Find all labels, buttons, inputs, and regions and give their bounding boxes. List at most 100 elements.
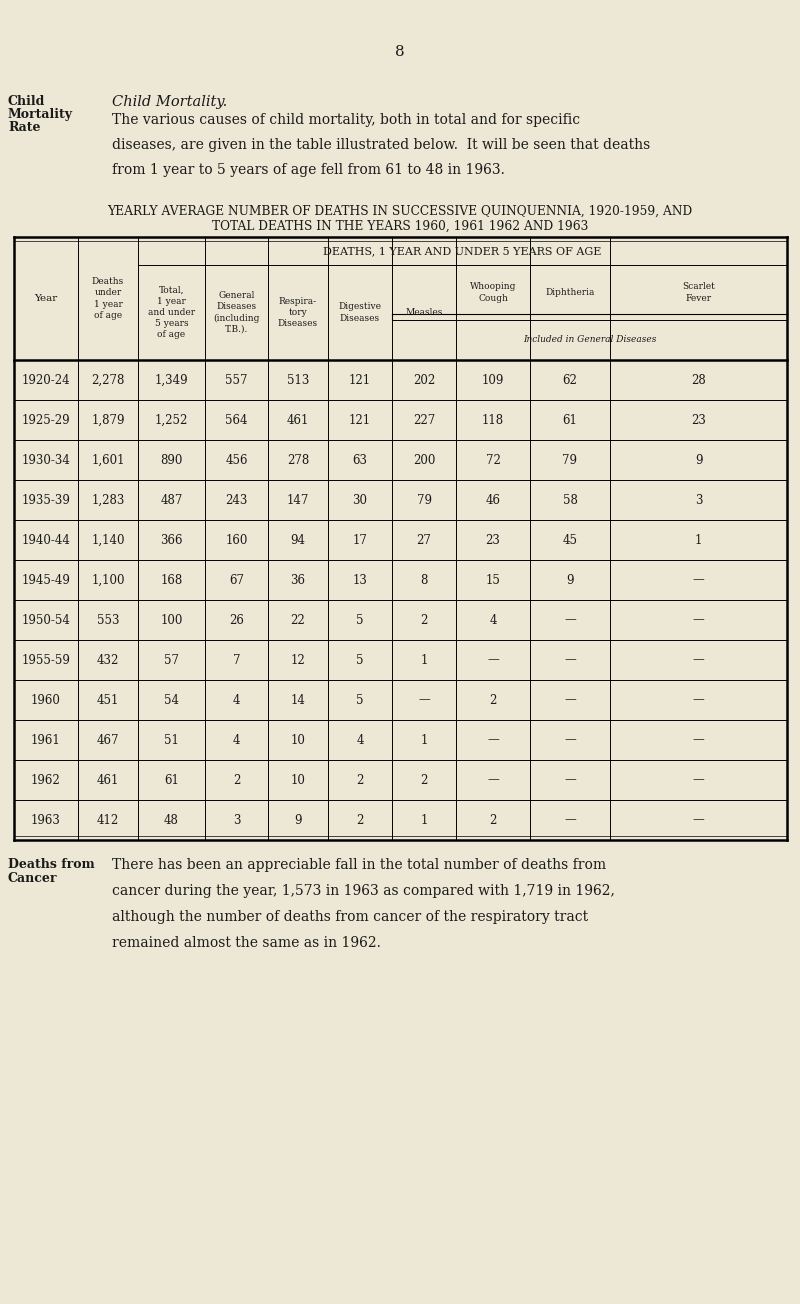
Text: 1960: 1960 (31, 694, 61, 707)
Text: Deaths from: Deaths from (8, 858, 94, 871)
Text: —: — (564, 733, 576, 746)
Text: 4: 4 (233, 694, 240, 707)
Text: 1940-44: 1940-44 (22, 533, 70, 546)
Text: from 1 year to 5 years of age fell from 61 to 48 in 1963.: from 1 year to 5 years of age fell from … (112, 163, 505, 177)
Text: Total,
1 year
and under
5 years
of age: Total, 1 year and under 5 years of age (148, 286, 195, 339)
Text: —: — (693, 814, 704, 827)
Text: 23: 23 (691, 413, 706, 426)
Text: 1: 1 (695, 533, 702, 546)
Text: General
Diseases
(including
T.B.).: General Diseases (including T.B.). (214, 291, 260, 334)
Text: 67: 67 (229, 574, 244, 587)
Text: 79: 79 (562, 454, 578, 467)
Text: 61: 61 (562, 413, 578, 426)
Text: 147: 147 (287, 493, 309, 506)
Text: 1925-29: 1925-29 (22, 413, 70, 426)
Text: —: — (693, 653, 704, 666)
Text: 243: 243 (226, 493, 248, 506)
Text: 57: 57 (164, 653, 179, 666)
Text: 51: 51 (164, 733, 179, 746)
Text: 2: 2 (420, 613, 428, 626)
Text: 1962: 1962 (31, 773, 61, 786)
Text: 121: 121 (349, 373, 371, 386)
Text: 1920-24: 1920-24 (22, 373, 70, 386)
Text: 2: 2 (356, 773, 364, 786)
Text: 487: 487 (160, 493, 182, 506)
Text: Child Mortality.: Child Mortality. (112, 95, 227, 110)
Text: —: — (487, 733, 499, 746)
Text: The various causes of child mortality, both in total and for specific: The various causes of child mortality, b… (112, 113, 580, 126)
Text: Measles: Measles (406, 308, 442, 317)
Text: 109: 109 (482, 373, 504, 386)
Text: —: — (564, 653, 576, 666)
Text: 5: 5 (356, 694, 364, 707)
Text: —: — (693, 773, 704, 786)
Text: 54: 54 (164, 694, 179, 707)
Text: 451: 451 (97, 694, 119, 707)
Text: Cancer: Cancer (8, 872, 58, 885)
Text: Diphtheria: Diphtheria (546, 288, 594, 297)
Text: 564: 564 (226, 413, 248, 426)
Text: 432: 432 (97, 653, 119, 666)
Text: 200: 200 (413, 454, 435, 467)
Text: 3: 3 (233, 814, 240, 827)
Text: 94: 94 (290, 533, 306, 546)
Text: 890: 890 (160, 454, 182, 467)
Text: —: — (564, 814, 576, 827)
Text: 2: 2 (490, 814, 497, 827)
Text: Rate: Rate (8, 121, 41, 134)
Text: 1,252: 1,252 (155, 413, 188, 426)
Text: 168: 168 (160, 574, 182, 587)
Text: —: — (693, 574, 704, 587)
Text: diseases, are given in the table illustrated below.  It will be seen that deaths: diseases, are given in the table illustr… (112, 138, 650, 153)
Text: —: — (487, 773, 499, 786)
Text: although the number of deaths from cancer of the respiratory tract: although the number of deaths from cance… (112, 910, 588, 925)
Text: 1935-39: 1935-39 (22, 493, 70, 506)
Text: 5: 5 (356, 613, 364, 626)
Text: 1930-34: 1930-34 (22, 454, 70, 467)
Text: 1,100: 1,100 (91, 574, 125, 587)
Text: 14: 14 (290, 694, 306, 707)
Text: 2: 2 (420, 773, 428, 786)
Text: Included in General Diseases: Included in General Diseases (523, 335, 656, 344)
Text: 30: 30 (353, 493, 367, 506)
Text: YEARLY AVERAGE NUMBER OF DEATHS IN SUCCESSIVE QUINQUENNIA, 1920-1959, AND: YEARLY AVERAGE NUMBER OF DEATHS IN SUCCE… (107, 205, 693, 218)
Text: Mortality: Mortality (8, 108, 73, 121)
Text: 1950-54: 1950-54 (22, 613, 70, 626)
Text: 45: 45 (562, 533, 578, 546)
Text: 1,140: 1,140 (91, 533, 125, 546)
Text: 366: 366 (160, 533, 182, 546)
Text: 5: 5 (356, 653, 364, 666)
Text: —: — (564, 613, 576, 626)
Text: —: — (564, 694, 576, 707)
Text: 23: 23 (486, 533, 501, 546)
Text: There has been an appreciable fall in the total number of deaths from: There has been an appreciable fall in th… (112, 858, 606, 872)
Text: —: — (693, 733, 704, 746)
Text: 1,601: 1,601 (91, 454, 125, 467)
Text: 9: 9 (566, 574, 574, 587)
Text: 10: 10 (290, 733, 306, 746)
Text: Deaths
under
1 year
of age: Deaths under 1 year of age (92, 278, 124, 319)
Text: 118: 118 (482, 413, 504, 426)
Text: 553: 553 (97, 613, 119, 626)
Text: 513: 513 (287, 373, 309, 386)
Text: 1,283: 1,283 (91, 493, 125, 506)
Text: 2: 2 (356, 814, 364, 827)
Text: 467: 467 (97, 733, 119, 746)
Text: 79: 79 (417, 493, 431, 506)
Text: 4: 4 (356, 733, 364, 746)
Text: 62: 62 (562, 373, 578, 386)
Text: 227: 227 (413, 413, 435, 426)
Text: Digestive
Diseases: Digestive Diseases (338, 303, 382, 322)
Text: —: — (487, 653, 499, 666)
Text: TOTAL DEATHS IN THE YEARS 1960, 1961 1962 AND 1963: TOTAL DEATHS IN THE YEARS 1960, 1961 196… (212, 220, 588, 233)
Text: 8: 8 (420, 574, 428, 587)
Text: 1961: 1961 (31, 733, 61, 746)
Text: —: — (564, 773, 576, 786)
Text: 15: 15 (486, 574, 501, 587)
Text: 3: 3 (694, 493, 702, 506)
Text: 1: 1 (420, 814, 428, 827)
Text: 61: 61 (164, 773, 179, 786)
Text: 72: 72 (486, 454, 501, 467)
Text: 456: 456 (226, 454, 248, 467)
Text: cancer during the year, 1,573 in 1963 as compared with 1,719 in 1962,: cancer during the year, 1,573 in 1963 as… (112, 884, 615, 898)
